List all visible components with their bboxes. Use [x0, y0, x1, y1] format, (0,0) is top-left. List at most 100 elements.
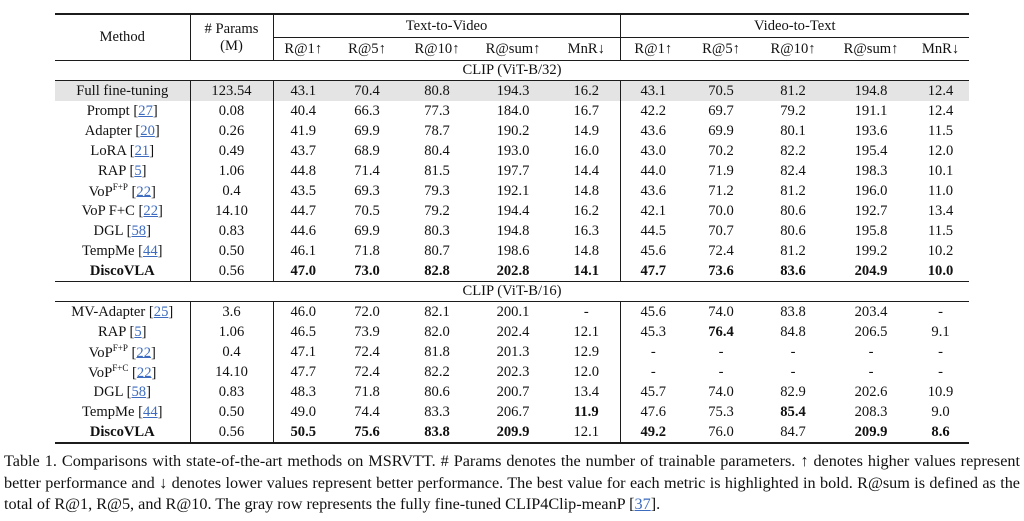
- cell-v2t-r10: 82.9: [780, 383, 806, 400]
- cell-t2v-r5: 70.4: [354, 82, 380, 99]
- cell-v2t-r1: 42.1: [640, 202, 667, 219]
- cell-t2v-mnr: 13.4: [553, 382, 621, 402]
- method-cell: VoPF+P [22]: [55, 342, 191, 362]
- table-row: VoPF+P [22] 0.4 43.5 69.3 79.3 192.1 14.8 43.6 7…: [55, 181, 969, 201]
- cell-v2t-r1: 43.0: [640, 142, 667, 159]
- method-cell: Full fine-tuning: [55, 80, 191, 101]
- cell-v2t-rsum: 191.1: [854, 102, 888, 119]
- cell-t2v-rsum: 193.0: [496, 142, 530, 159]
- method-cell: MV-Adapter [25]: [55, 301, 191, 322]
- citation-link[interactable]: 37: [634, 495, 651, 513]
- method-name: Adapter: [84, 122, 132, 139]
- table-row: TempMe [44] 0.50 46.1 71.8 80.7 198.6 14.8 45.6…: [55, 241, 969, 261]
- params-cell: 0.83: [190, 382, 274, 402]
- cell-t2v-r5: 69.3: [354, 182, 380, 199]
- cell-v2t-r10: 85.4: [780, 403, 806, 420]
- column-header-params: # Params (M): [190, 14, 274, 61]
- citation-link[interactable]: 22: [136, 364, 152, 381]
- cell-t2v-r10: 82.2: [424, 363, 450, 380]
- cell-v2t-r1: 47.6: [640, 403, 667, 420]
- cell-v2t-rsum: 209.9: [854, 423, 888, 440]
- cell-t2v-r5: 73.9: [354, 323, 380, 340]
- cell-t2v-mnr: 12.9: [553, 342, 621, 362]
- table-row: DGL [58] 0.83 44.6 69.9 80.3 194.8 16.3 44.5 70.…: [55, 221, 969, 241]
- citation-link[interactable]: 21: [134, 142, 150, 159]
- cell-t2v-r5: 75.6: [354, 423, 380, 440]
- cell-v2t-r5: 75.3: [708, 403, 734, 420]
- table-row: VoPF+P [22] 0.4 47.1 72.4 81.8 201.3 12.9 - - - - -: [55, 342, 969, 362]
- cell-v2t-r10: 79.2: [780, 102, 806, 119]
- method-cell: VoPF+P [22]: [55, 181, 191, 201]
- citation-link[interactable]: 58: [131, 222, 147, 239]
- citation-link[interactable]: 27: [138, 102, 153, 119]
- cell-v2t-mnr: 12.4: [927, 102, 954, 119]
- params-cell: 0.50: [190, 241, 274, 261]
- method-superscript: F+C: [112, 362, 129, 373]
- table-row: RAP [5] 1.06 46.5 73.9 82.0 202.4 12.1 45.3 76.4…: [55, 322, 969, 342]
- cell-t2v-rsum: 192.1: [496, 182, 530, 199]
- cell-v2t-r1: -: [650, 343, 656, 360]
- cell-v2t-rsum: -: [868, 343, 874, 360]
- cell-t2v-mnr: 16.0: [553, 141, 621, 161]
- cell-t2v-rsum: 194.4: [496, 202, 530, 219]
- citation-link[interactable]: 5: [134, 162, 142, 179]
- cell-v2t-mnr: 10.1: [927, 162, 954, 179]
- params-cell: 123.54: [190, 80, 274, 101]
- cell-t2v-r5: 70.5: [354, 202, 380, 219]
- cell-v2t-rsum: 208.3: [854, 403, 888, 420]
- citation-link[interactable]: 20: [140, 122, 155, 139]
- cell-v2t-r5: -: [718, 363, 724, 380]
- cell-v2t-mnr: 11.5: [928, 222, 954, 239]
- method-cell: Adapter [20]: [55, 121, 191, 141]
- method-name: VoP: [88, 364, 113, 381]
- cell-v2t-r10: 83.6: [780, 262, 806, 279]
- cell-v2t-rsum: 198.3: [854, 162, 888, 179]
- table-row: LoRA [21] 0.49 43.7 68.9 80.4 193.0 16.0 43.0 70…: [55, 141, 969, 161]
- cell-v2t-r5: 73.6: [708, 262, 734, 279]
- cell-t2v-r10: 77.3: [424, 102, 450, 119]
- method-name: LoRA: [90, 142, 127, 159]
- citation-link[interactable]: 5: [134, 323, 142, 340]
- cell-t2v-mnr: 16.2: [553, 80, 621, 101]
- cell-t2v-r10: 78.7: [424, 122, 450, 139]
- citation-link[interactable]: 22: [136, 344, 151, 361]
- method-cell: Prompt [27]: [55, 101, 191, 121]
- cell-v2t-r5: 70.5: [708, 82, 734, 99]
- cell-t2v-mnr: 16.2: [553, 201, 621, 221]
- method-cell: LoRA [21]: [55, 141, 191, 161]
- cell-t2v-r5: 71.8: [354, 383, 380, 400]
- cell-v2t-mnr: 11.5: [928, 122, 954, 139]
- cell-v2t-mnr: 9.1: [931, 323, 950, 340]
- params-cell: 0.56: [190, 261, 274, 282]
- cell-t2v-r10: 82.8: [424, 262, 450, 279]
- cell-t2v-r10: 83.3: [424, 403, 450, 420]
- metric-header-r1: R@1↑: [273, 37, 333, 61]
- cell-v2t-mnr: 10.0: [927, 262, 954, 279]
- cell-v2t-r10: 80.6: [780, 202, 806, 219]
- cell-v2t-rsum: 204.9: [854, 262, 888, 279]
- cell-t2v-rsum: 197.7: [496, 162, 530, 179]
- group-header-video-to-text: Video-to-Text: [620, 14, 970, 38]
- metric-header-r5: R@5↑: [686, 37, 757, 61]
- cell-v2t-rsum: 203.4: [854, 303, 888, 320]
- cell-v2t-r10: 80.1: [780, 122, 806, 139]
- method-superscript: F+P: [112, 181, 128, 192]
- cell-t2v-r1: 43.7: [290, 142, 317, 159]
- cell-t2v-rsum: 194.3: [496, 82, 530, 99]
- citation-link[interactable]: 22: [136, 183, 151, 200]
- method-cell: RAP [5]: [55, 161, 191, 181]
- cell-t2v-r10: 83.8: [424, 423, 450, 440]
- cell-v2t-r5: 69.7: [708, 102, 734, 119]
- cell-t2v-r5: 72.4: [354, 343, 380, 360]
- cell-t2v-mnr: 14.4: [553, 161, 621, 181]
- citation-link[interactable]: 25: [153, 303, 169, 320]
- metric-header-rsum: R@sum↑: [473, 37, 553, 61]
- citation-link[interactable]: 44: [143, 242, 158, 259]
- citation-link[interactable]: 58: [131, 383, 147, 400]
- citation-link[interactable]: 44: [143, 403, 158, 420]
- citation-link[interactable]: 22: [143, 202, 158, 219]
- table-caption: Table 1. Comparisons with state-of-the-a…: [4, 452, 1020, 513]
- params-cell: 0.50: [190, 402, 274, 422]
- cell-t2v-r10: 79.2: [424, 202, 450, 219]
- cell-v2t-mnr: 9.0: [931, 403, 950, 420]
